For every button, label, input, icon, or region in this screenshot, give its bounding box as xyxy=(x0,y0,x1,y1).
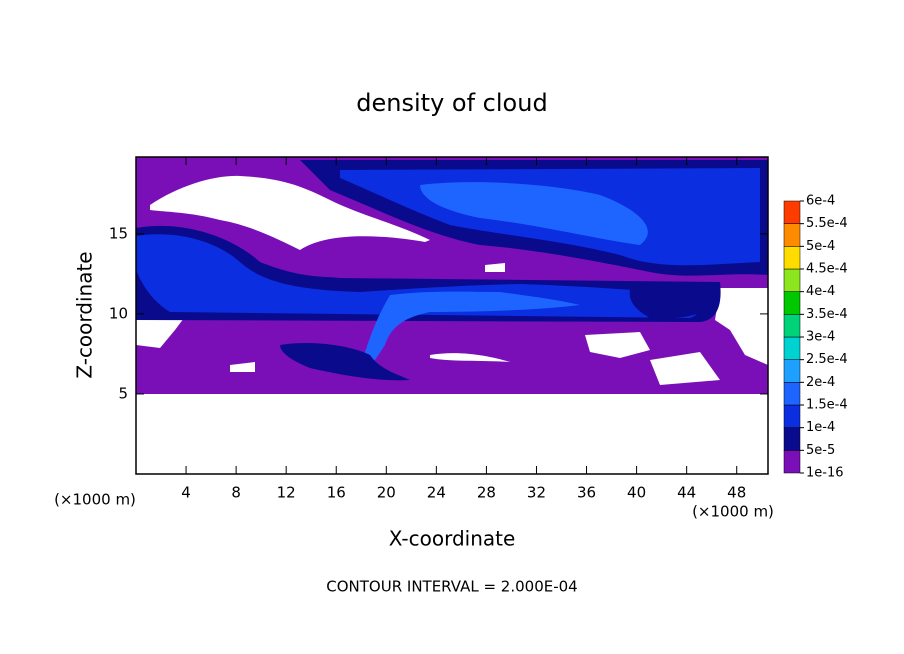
colorbar-label: 6e-4 xyxy=(806,194,835,209)
contour-region xyxy=(136,380,768,394)
colorbar-swatch xyxy=(783,427,801,451)
clear-region xyxy=(650,352,720,385)
colorbar-label: 1e-4 xyxy=(806,420,835,435)
colorbar-label: 2e-4 xyxy=(806,375,835,390)
colorbar-swatch xyxy=(783,450,801,474)
x-tick-label: 28 xyxy=(477,484,496,502)
x-tick-label: 48 xyxy=(727,484,746,502)
colorbar-label: 4e-4 xyxy=(806,284,835,299)
colorbar-swatch xyxy=(783,223,801,247)
colorbar-swatch xyxy=(783,382,801,406)
colorbar-label: 3.5e-4 xyxy=(806,307,848,322)
x-unit-left: (×1000 m) xyxy=(54,491,136,509)
y-tick-label: 5 xyxy=(118,384,128,402)
chart-title: density of cloud xyxy=(356,89,547,117)
colorbar-label: 1e-16 xyxy=(806,466,844,481)
contour-region xyxy=(280,343,410,381)
colorbar-swatch xyxy=(783,268,801,292)
x-tick-label: 8 xyxy=(231,484,241,502)
clear-region xyxy=(150,175,430,250)
contour-region xyxy=(136,234,700,318)
x-tick-label: 36 xyxy=(577,484,596,502)
plot-frame xyxy=(135,156,769,475)
colorbar-swatch xyxy=(783,404,801,428)
colorbar-swatch xyxy=(783,200,801,224)
colorbar-label: 5e-5 xyxy=(806,443,835,458)
colorbar-label: 5e-4 xyxy=(806,239,835,254)
colorbar-label: 2.5e-4 xyxy=(806,352,848,367)
colorbar-swatch xyxy=(783,246,801,270)
y-axis-label: Z-coordinate xyxy=(73,251,97,378)
y-tick-label: 15 xyxy=(109,224,128,242)
contour-region xyxy=(629,285,715,319)
colorbar-label: 5.5e-4 xyxy=(806,216,848,231)
colorbar-label: 4.5e-4 xyxy=(806,262,848,277)
x-tick-label: 20 xyxy=(377,484,396,502)
footer-note: CONTOUR INTERVAL = 2.000E-04 xyxy=(326,578,577,596)
x-tick-label: 44 xyxy=(677,484,696,502)
clear-region xyxy=(715,288,768,365)
y-tick-label: 10 xyxy=(109,304,128,322)
x-tick-label: 16 xyxy=(327,484,346,502)
x-tick-label: 4 xyxy=(181,484,191,502)
colorbar-label: 3e-4 xyxy=(806,330,835,345)
x-tick-label: 12 xyxy=(277,484,296,502)
colorbar-label: 1.5e-4 xyxy=(806,398,848,413)
x-axis-label: X-coordinate xyxy=(389,527,516,551)
x-tick-label: 24 xyxy=(427,484,446,502)
contour-field xyxy=(136,157,768,394)
x-tick-label: 40 xyxy=(627,484,646,502)
clear-region xyxy=(230,362,255,372)
clear-region xyxy=(585,332,650,358)
x-tick-label: 32 xyxy=(527,484,546,502)
contour-region xyxy=(360,291,580,370)
x-unit-right: (×1000 m) xyxy=(692,503,774,521)
colorbar-swatch xyxy=(783,314,801,338)
contour-region xyxy=(420,182,648,245)
colorbar-swatch xyxy=(783,359,801,383)
clear-region xyxy=(485,263,505,272)
clear-region xyxy=(430,353,510,362)
colorbar-swatch xyxy=(783,291,801,315)
colorbar-swatch xyxy=(783,336,801,360)
